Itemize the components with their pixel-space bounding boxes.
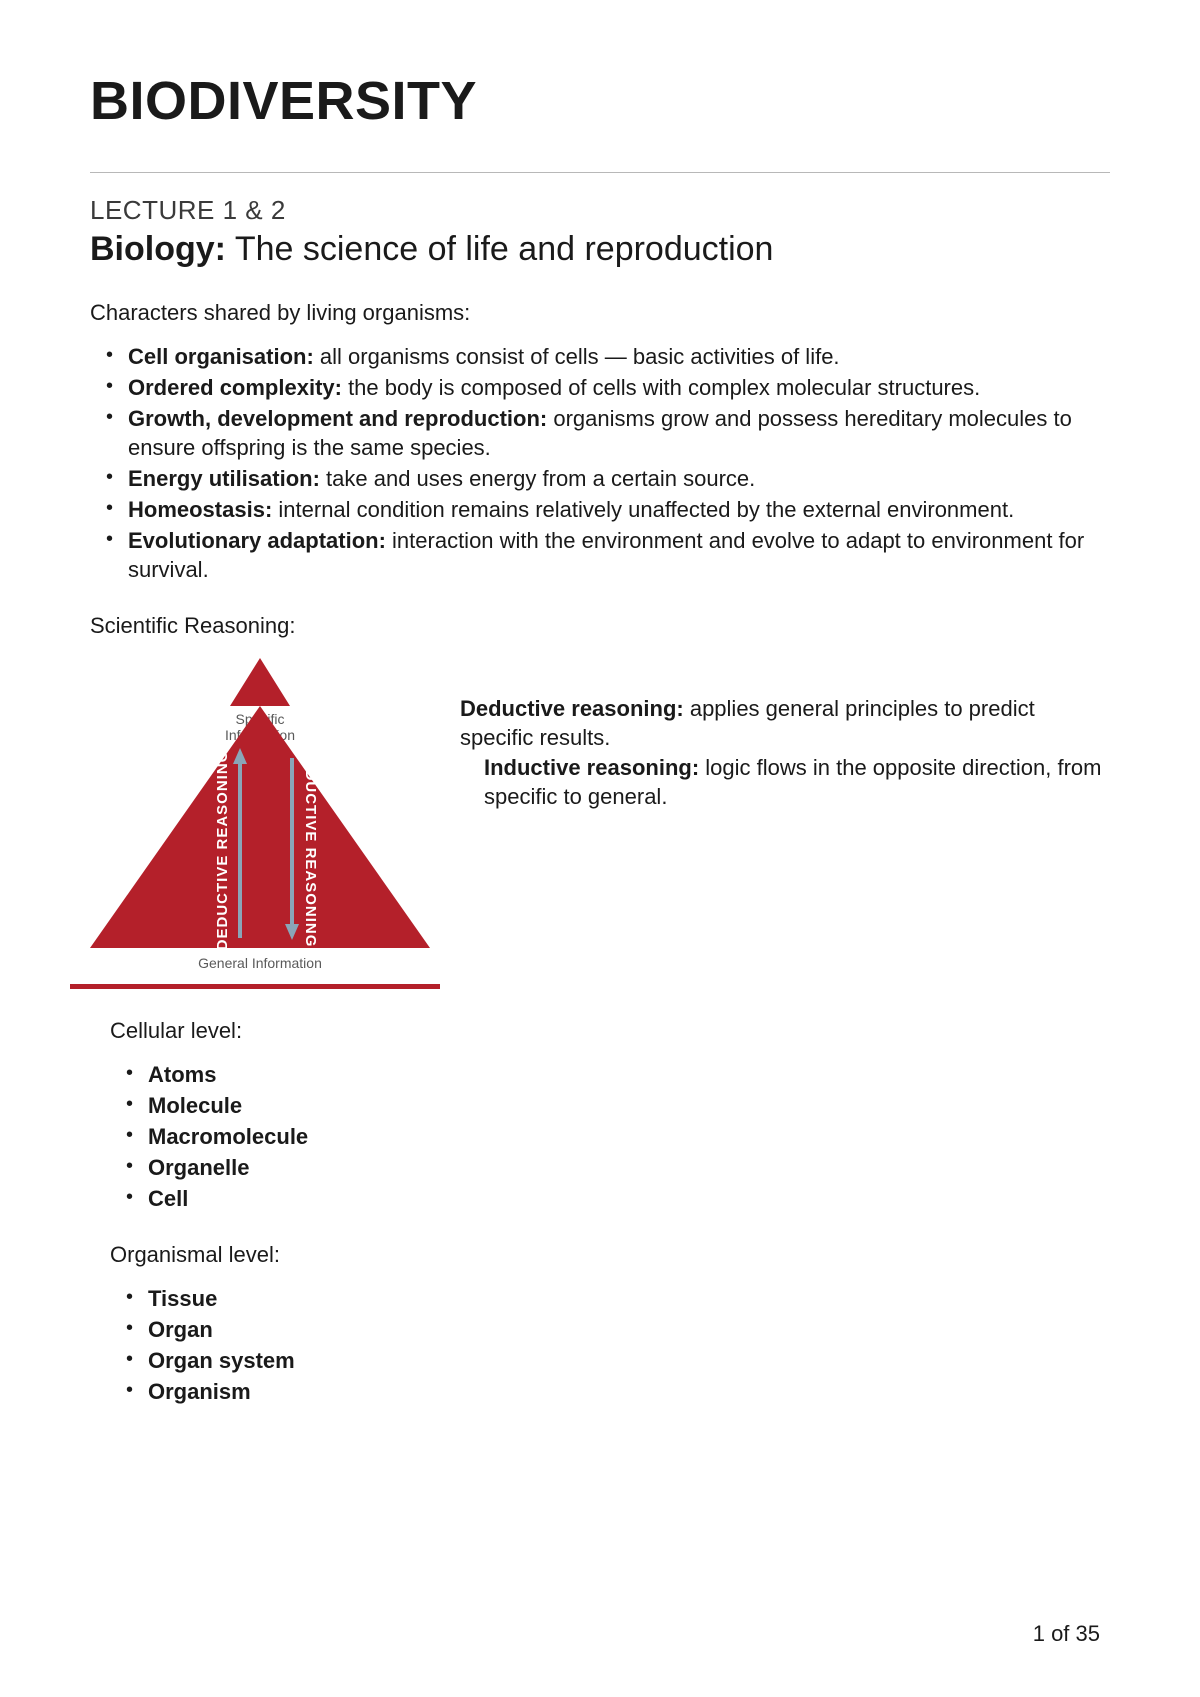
reasoning-triangle: Specific Information DEDUCTIVE REASONING…: [90, 658, 450, 989]
triangle-left-text: DEDUCTIVE REASONING: [214, 750, 231, 951]
triangle-diagram: Specific Information DEDUCTIVE REASONING…: [90, 658, 450, 978]
cellular-list: AtomsMoleculeMacromoleculeOrganelleCell: [110, 1060, 1110, 1213]
divider: [90, 172, 1110, 173]
subtitle-rest: The science of life and reproduction: [226, 230, 774, 268]
list-item: Organism: [126, 1377, 1110, 1406]
list-item: Organ system: [126, 1346, 1110, 1375]
list-item: Cell organisation: all organisms consist…: [106, 342, 1110, 371]
list-item: Evolutionary adaptation: interaction wit…: [106, 526, 1110, 584]
page-title: BIODIVERSITY: [90, 70, 1110, 132]
characters-list: Cell organisation: all organisms consist…: [90, 342, 1110, 584]
list-item: Organelle: [126, 1153, 1110, 1182]
list-item: Energy utilisation: take and uses energy…: [106, 464, 1110, 493]
organismal-label: Organismal level:: [110, 1241, 1110, 1270]
list-item: Macromolecule: [126, 1122, 1110, 1151]
deductive-line: Deductive reasoning: applies general pri…: [460, 694, 1110, 752]
reasoning-block: Specific Information DEDUCTIVE REASONING…: [90, 658, 1110, 989]
triangle-bottom-label: General Information: [198, 955, 322, 971]
triangle-underline: [70, 984, 440, 989]
reasoning-text: Deductive reasoning: applies general pri…: [460, 658, 1110, 810]
characters-intro: Characters shared by living organisms:: [90, 299, 1110, 328]
subtitle: Biology: The science of life and reprodu…: [90, 230, 1110, 269]
list-item: Molecule: [126, 1091, 1110, 1120]
cellular-label: Cellular level:: [110, 1017, 1110, 1046]
page-number: 1 of 35: [1033, 1621, 1100, 1647]
triangle-right-text: INDUCTIVE REASONING: [302, 753, 319, 948]
list-item: Homeostasis: internal condition remains …: [106, 495, 1110, 524]
subtitle-bold: Biology:: [90, 230, 226, 268]
list-item: Ordered complexity: the body is composed…: [106, 373, 1110, 402]
scientific-label: Scientific Reasoning:: [90, 612, 1110, 641]
lecture-label: LECTURE 1 & 2: [90, 195, 1110, 226]
inductive-line: Inductive reasoning: logic flows in the …: [460, 753, 1110, 811]
organismal-list: TissueOrganOrgan systemOrganism: [110, 1284, 1110, 1406]
list-item: Tissue: [126, 1284, 1110, 1313]
list-item: Organ: [126, 1315, 1110, 1344]
list-item: Atoms: [126, 1060, 1110, 1089]
list-item: Cell: [126, 1184, 1110, 1213]
list-item: Growth, development and reproduction: or…: [106, 404, 1110, 462]
